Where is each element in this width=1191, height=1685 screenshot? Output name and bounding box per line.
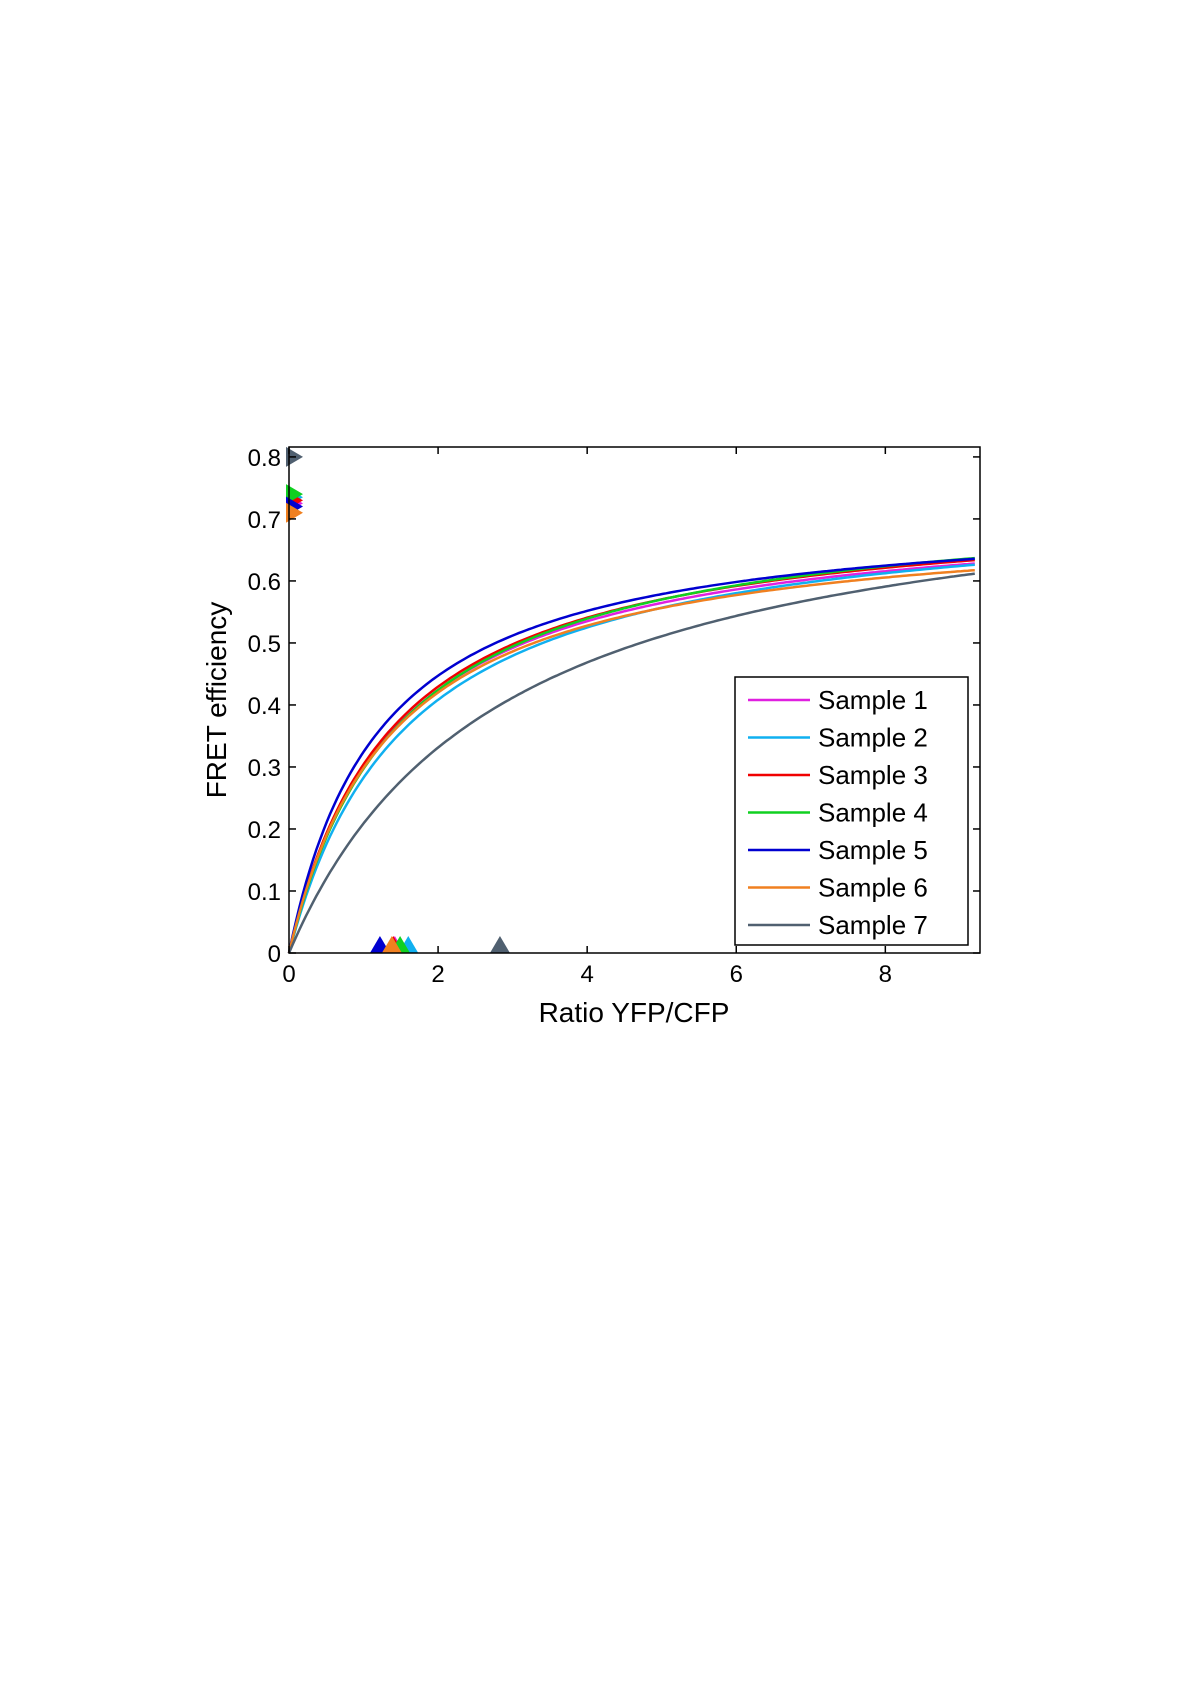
k-marker-sample-6: [381, 936, 402, 953]
legend-label: Sample 3: [818, 760, 928, 790]
legend-label: Sample 1: [818, 685, 928, 715]
y-tick-label: 0.3: [248, 755, 281, 782]
y-tick-label: 0.6: [248, 569, 281, 596]
y-tick-label: 0: [268, 941, 281, 968]
y-tick-label: 0.8: [248, 445, 281, 472]
series-line-sample-6: [287, 568, 975, 954]
legend: Sample 1 Sample 2 Sample 3 Sample 4 Sample 5…: [734, 676, 969, 946]
legend-label: Sample 6: [818, 873, 928, 903]
x-tick-label: 2: [431, 961, 444, 988]
x-tick-label: 8: [879, 961, 892, 988]
y-tick-label: 0.5: [248, 631, 281, 658]
legend-label: Sample 5: [818, 835, 928, 865]
y-tick-label: 0.1: [248, 879, 281, 906]
legend-label: Sample 4: [818, 798, 928, 828]
legend-label: Sample 7: [818, 910, 928, 940]
series-line-sample-5: [287, 557, 975, 954]
y-tick-label: 0.4: [248, 693, 281, 720]
legend-box: [734, 676, 969, 946]
y-tick-label: 0.7: [248, 507, 281, 534]
x-tick-label: 6: [730, 961, 743, 988]
y-axis-label: FRET efficiency: [201, 602, 232, 799]
k-marker-sample-7: [489, 936, 510, 953]
x-tick-label: 0: [282, 961, 295, 988]
emax-marker-sample-6: [286, 502, 303, 523]
legend-label: Sample 2: [818, 723, 928, 753]
series-line-sample-7: [287, 572, 975, 954]
plot-area-frame: [288, 446, 981, 954]
x-tick-label: 4: [580, 961, 593, 988]
x-axis-label: Ratio YFP/CFP: [539, 997, 730, 1028]
y-tick-label: 0.2: [248, 817, 281, 844]
